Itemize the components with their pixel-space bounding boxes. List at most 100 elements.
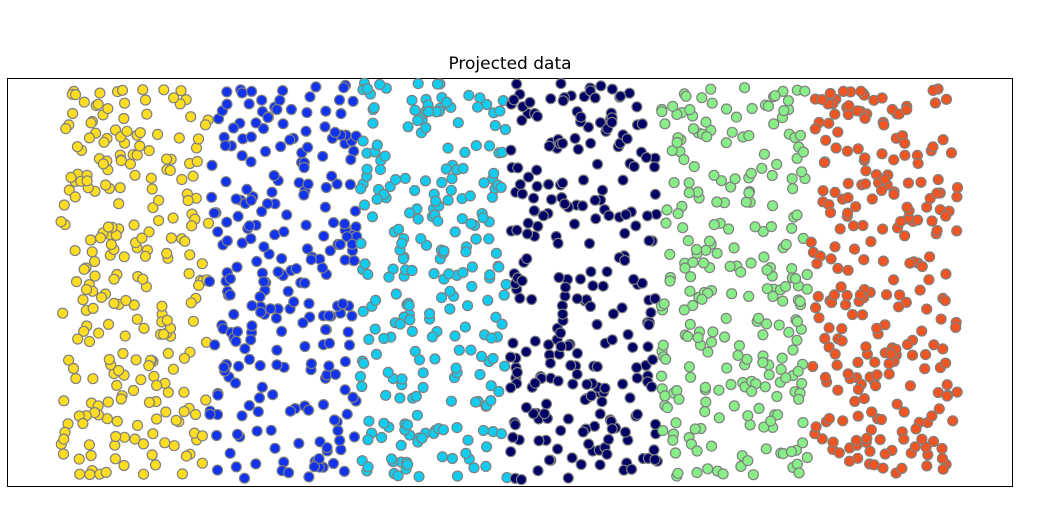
data-point <box>239 343 251 355</box>
data-point <box>212 389 224 401</box>
data-point <box>854 289 867 301</box>
data-point <box>628 161 640 173</box>
data-point <box>562 413 575 425</box>
data-point <box>792 393 805 405</box>
data-point <box>118 251 130 263</box>
data-point <box>327 217 340 229</box>
data-point <box>529 335 541 347</box>
data-point <box>524 96 536 109</box>
data-point <box>701 131 713 143</box>
data-point <box>206 191 218 203</box>
data-point <box>525 293 538 306</box>
data-point <box>196 430 208 442</box>
data-point <box>404 314 416 326</box>
data-point <box>451 470 464 482</box>
data-point <box>320 105 332 117</box>
data-point <box>505 446 517 458</box>
data-point <box>910 423 922 435</box>
data-point <box>789 273 802 285</box>
data-point <box>99 179 112 191</box>
data-point <box>859 112 871 125</box>
data-point <box>116 84 129 96</box>
data-point <box>843 455 856 467</box>
data-point <box>729 173 741 185</box>
data-point <box>829 348 841 360</box>
data-point <box>841 289 853 302</box>
data-point <box>102 221 115 233</box>
data-point <box>186 220 198 232</box>
data-point <box>270 312 282 324</box>
data-point <box>415 233 427 245</box>
data-point <box>192 133 205 145</box>
data-point <box>594 116 607 129</box>
data-point <box>527 192 540 204</box>
data-point <box>940 210 952 222</box>
data-point <box>134 127 146 139</box>
data-point <box>412 77 424 90</box>
data-point <box>71 141 84 153</box>
data-point <box>823 322 835 334</box>
data-point <box>659 118 671 130</box>
data-point <box>786 263 798 275</box>
data-point <box>321 442 333 454</box>
data-point <box>162 386 174 398</box>
data-point <box>84 468 96 481</box>
data-point <box>444 285 456 297</box>
data-point <box>699 406 711 418</box>
data-point <box>595 80 607 92</box>
data-point <box>357 305 369 317</box>
data-point <box>206 159 218 171</box>
data-point <box>859 178 872 190</box>
data-point <box>648 444 660 456</box>
data-point <box>567 378 579 390</box>
data-point <box>891 398 903 410</box>
data-point <box>73 453 85 465</box>
data-point <box>272 266 284 278</box>
data-point <box>684 271 697 283</box>
data-point <box>345 154 357 166</box>
data-point <box>589 194 601 206</box>
data-point <box>667 434 679 446</box>
data-point <box>866 406 878 418</box>
data-point <box>649 188 662 200</box>
data-point <box>827 436 839 448</box>
data-point <box>807 360 819 373</box>
data-point <box>146 449 158 461</box>
data-point <box>80 283 93 296</box>
data-point <box>121 125 133 137</box>
data-point <box>442 194 454 206</box>
data-point <box>816 433 828 445</box>
data-point <box>442 142 454 154</box>
data-point <box>779 281 792 293</box>
data-point <box>265 424 277 436</box>
data-point <box>795 166 808 178</box>
data-point <box>319 121 331 133</box>
data-point <box>627 341 639 353</box>
data-point <box>830 142 842 154</box>
data-point <box>483 140 496 152</box>
data-point <box>718 331 731 343</box>
data-point <box>419 175 432 187</box>
data-point <box>809 302 822 314</box>
data-point <box>643 319 655 331</box>
data-point <box>708 219 720 231</box>
data-point <box>129 169 141 181</box>
data-point <box>356 380 368 393</box>
data-point <box>646 354 659 366</box>
data-point <box>338 82 350 94</box>
data-point <box>158 328 170 340</box>
data-point <box>842 177 854 190</box>
data-point <box>328 414 341 426</box>
data-point <box>109 453 122 465</box>
data-point <box>436 451 448 463</box>
data-point <box>474 92 486 104</box>
data-point <box>677 222 689 234</box>
data-point <box>303 404 315 416</box>
data-point <box>134 140 146 152</box>
data-point <box>236 87 248 99</box>
data-point <box>334 434 346 447</box>
data-point <box>302 141 314 153</box>
data-points <box>55 77 964 486</box>
data-point <box>165 232 177 244</box>
data-point <box>301 243 313 255</box>
